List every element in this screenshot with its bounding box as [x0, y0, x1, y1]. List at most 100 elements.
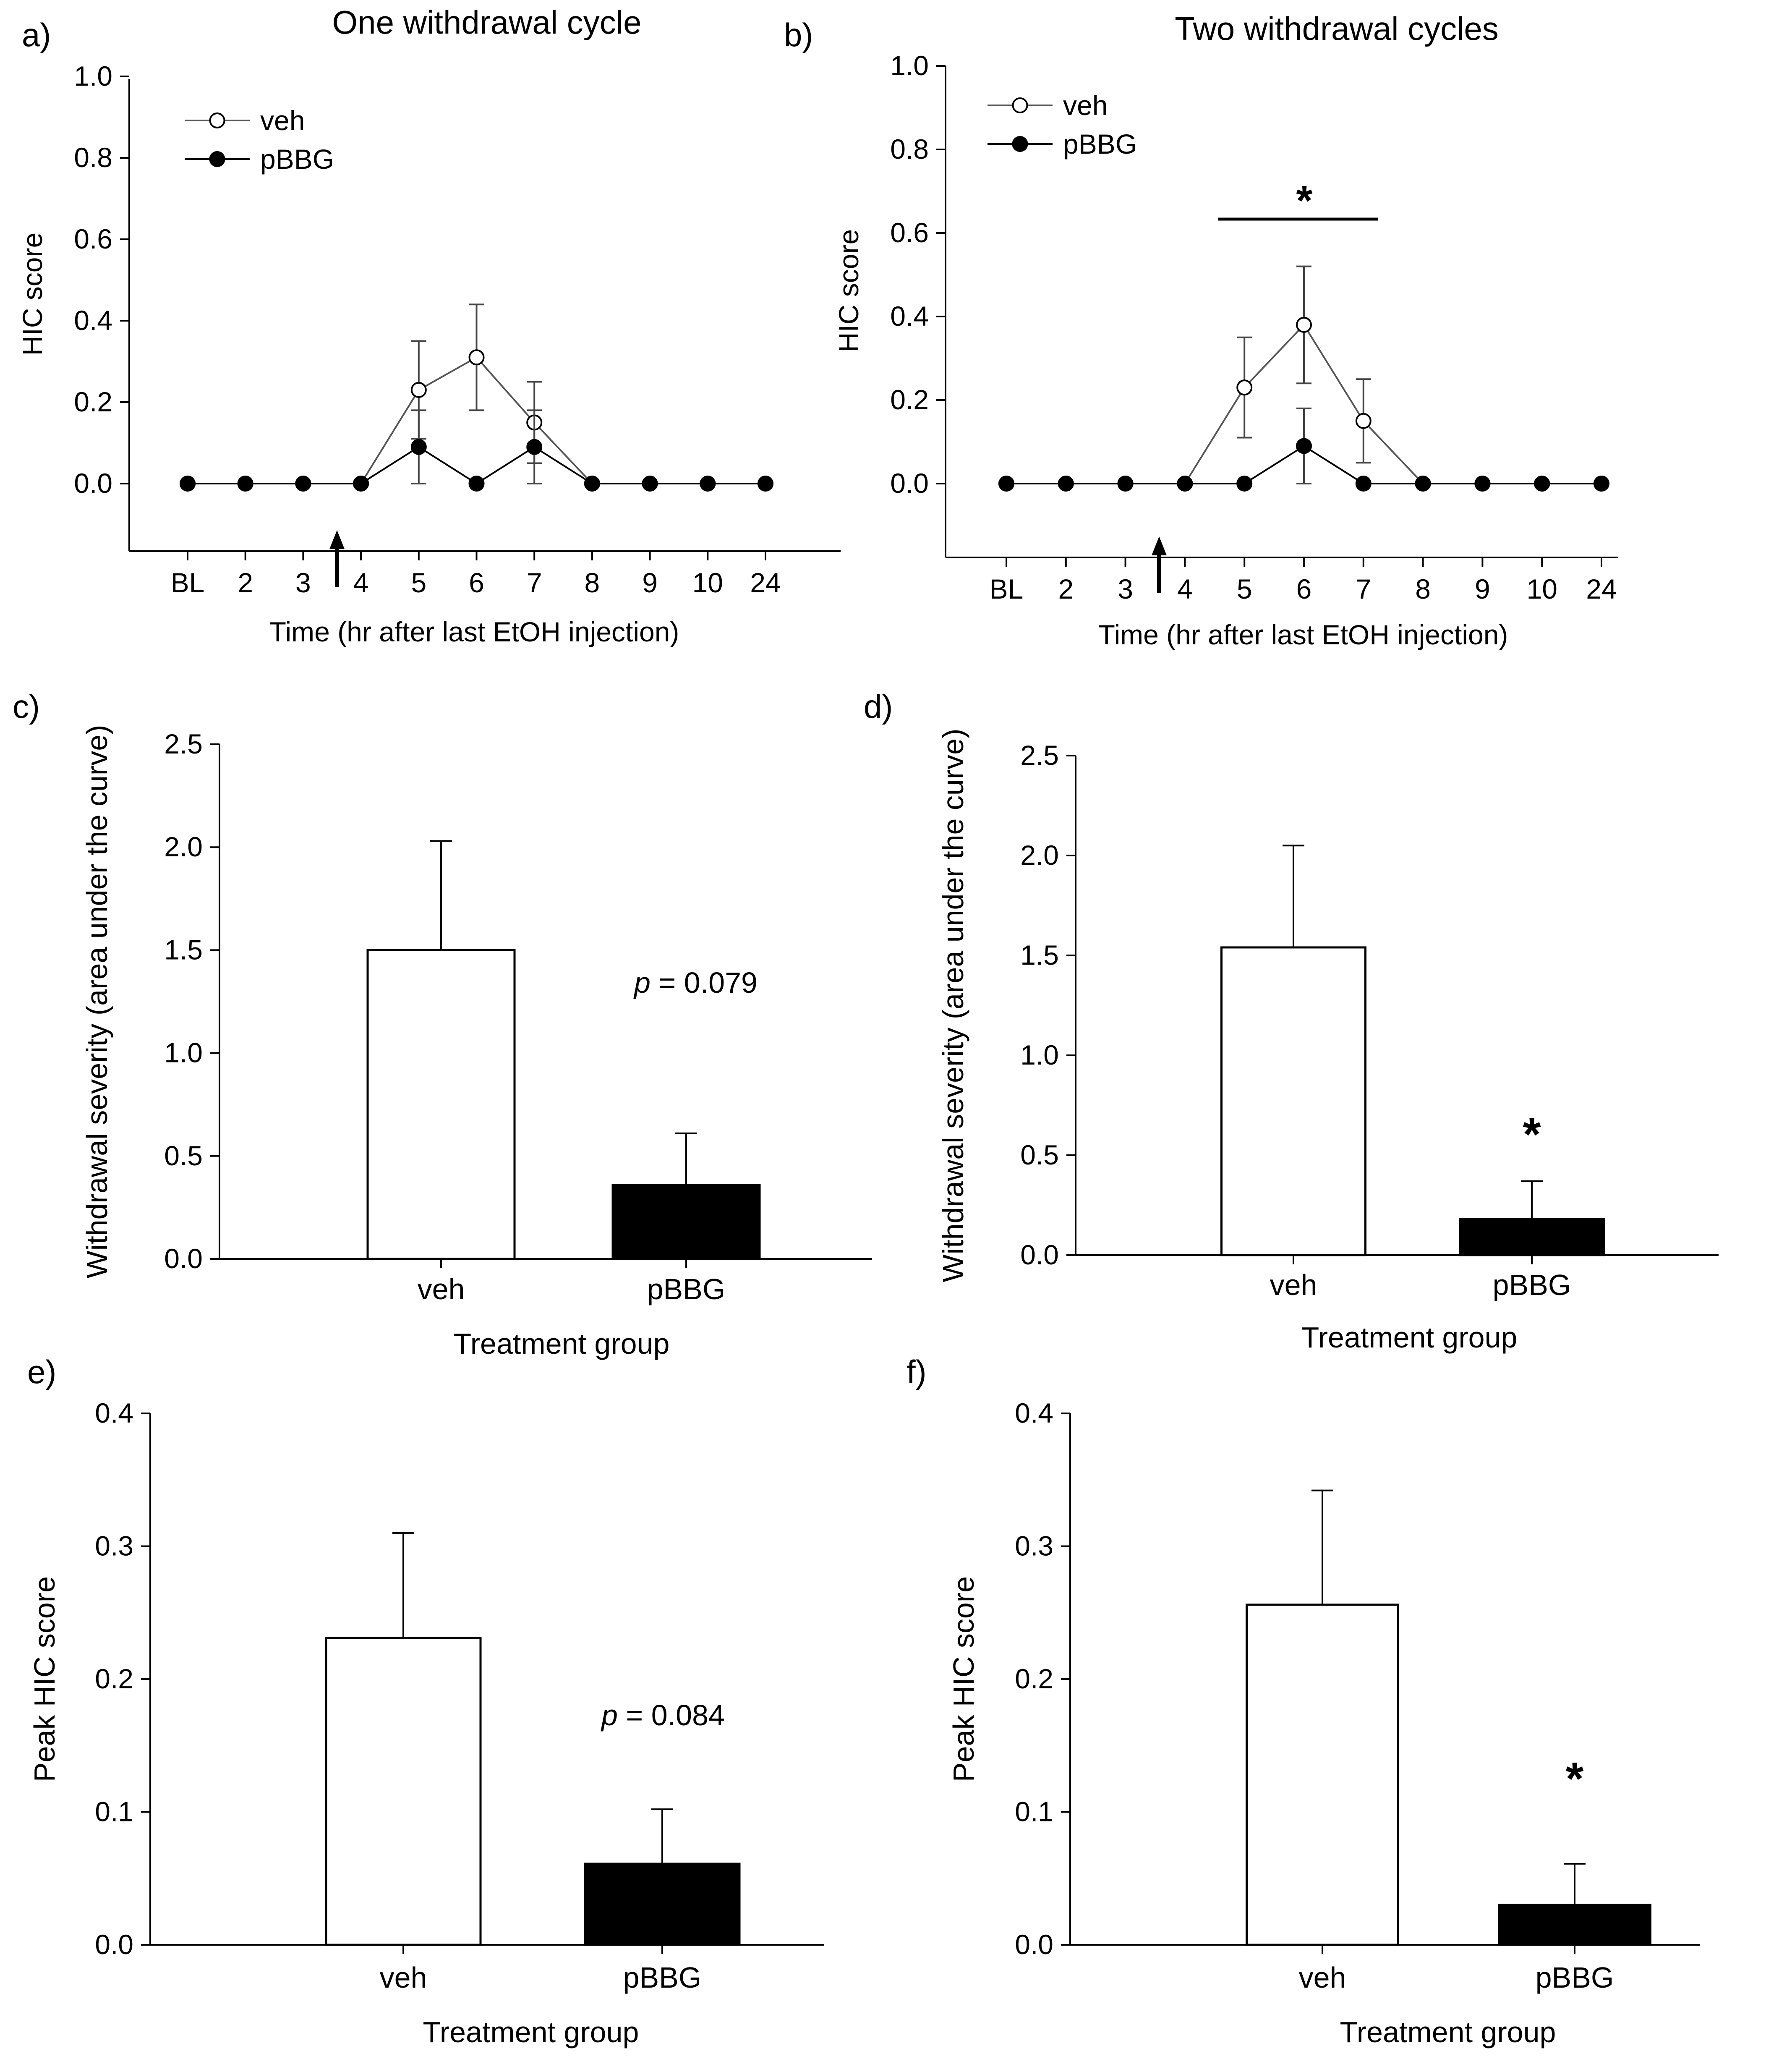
panel-title: Two withdrawal cycles [1175, 10, 1499, 47]
data-point-pBBG [998, 476, 1014, 492]
x-tick-label: 6 [469, 567, 484, 598]
y-tick-label: 0.2 [74, 386, 112, 417]
panel-b: b) Two withdrawal cycles 0.0 0.2 0.4 0.6 0.8 1.… [784, 10, 1618, 650]
y-axis-label: Withdrawal severity (area under the curv… [81, 725, 113, 1279]
data-point-pBBG [1058, 476, 1074, 492]
x-tick-label: 8 [1415, 573, 1431, 604]
x-tick-label: 4 [1177, 573, 1193, 604]
data-point-pBBG [700, 476, 716, 492]
data-point-pBBG [1474, 476, 1491, 492]
y-tick-label: 2.5 [1020, 740, 1059, 771]
x-axis-label: Treatment group [1340, 2016, 1556, 2048]
y-tick-label: 1.0 [890, 50, 929, 81]
significance-star: * [1566, 1753, 1584, 1805]
significance-star: * [1523, 1109, 1541, 1160]
data-point-pBBG [1415, 476, 1431, 492]
x-axis-label: Time (hr after last EtOH injection) [1098, 619, 1508, 650]
x-tick-label: 10 [1526, 573, 1557, 604]
data-point-veh [1236, 379, 1253, 396]
x-tick-label: veh [380, 1961, 427, 1994]
y-tick-label: 0.0 [95, 1929, 133, 1960]
x-tick-label: 3 [1118, 573, 1133, 604]
y-tick-label: 0.5 [1020, 1139, 1059, 1170]
y-tick-label: 1.5 [1020, 939, 1059, 971]
panel-d: d) 0.0 0.5 1.0 1.5 2.0 2.5 veh pBBG Treatment gro… [864, 688, 1719, 1354]
x-tick-label: 2 [238, 567, 253, 598]
x-axis-label: Treatment group [454, 1327, 670, 1360]
data-point-pBBG [237, 476, 253, 492]
y-tick-label: 0.2 [890, 384, 929, 415]
significance-star: * [1296, 177, 1313, 224]
x-tick-label: 10 [692, 567, 723, 598]
legend-marker [1012, 136, 1028, 152]
x-tick-label: veh [418, 1273, 465, 1305]
y-tick-label: 0.4 [74, 305, 112, 336]
legend-label: veh [260, 105, 305, 136]
panel-e: e) 0.0 0.1 0.2 0.3 0.4 veh pBBG Treatment group P… [27, 1353, 824, 2048]
data-point-veh [1355, 413, 1372, 429]
x-tick-label: 5 [1237, 573, 1252, 604]
x-tick-label: pBBG [1536, 1961, 1614, 1994]
data-point-pBBG [1296, 438, 1312, 454]
panel-a: a) One withdrawal cycle 0.0 0.2 0.4 0.6 0.8 1.0… [17, 4, 841, 647]
panel-f: f) 0.0 0.1 0.2 0.3 0.4 veh pBBG Treatment group P… [907, 1353, 1700, 2048]
arrow-icon [1152, 536, 1167, 555]
y-tick-label: 2.5 [164, 728, 203, 759]
data-point-pBBG [410, 439, 427, 455]
y-tick-label: 0.8 [890, 133, 929, 165]
x-axis-label: Time (hr after last EtOH injection) [269, 616, 679, 647]
y-tick-label: 0.4 [890, 301, 929, 332]
p-value-annotation: p = 0.079 [633, 966, 758, 999]
x-tick-label: BL [990, 573, 1024, 604]
y-axis-label: HIC score [17, 233, 48, 356]
legend-label: pBBG [260, 144, 334, 175]
y-axis-label: Peak HIC score [28, 1576, 61, 1782]
x-tick-label: pBBG [623, 1961, 702, 1994]
panel-label: f) [907, 1353, 927, 1390]
x-tick-label: pBBG [647, 1273, 726, 1305]
data-point-pBBG [1177, 476, 1193, 492]
x-tick-label: 7 [527, 567, 542, 598]
x-tick-label: 24 [750, 567, 781, 598]
x-tick-label: veh [1299, 1961, 1346, 1994]
bar-veh [1220, 946, 1366, 1256]
x-axis-label: Treatment group [1301, 1321, 1518, 1354]
data-point-pBBG [1117, 476, 1134, 492]
x-tick-label: 8 [585, 567, 600, 598]
y-tick-label: 0.3 [1015, 1530, 1053, 1562]
y-tick-label: 1.0 [1020, 1039, 1059, 1070]
bar-veh [1246, 1604, 1399, 1946]
y-tick-label: 0.0 [890, 468, 929, 499]
data-point-veh [1296, 317, 1312, 333]
x-tick-label: 4 [353, 567, 369, 598]
legend-label: pBBG [1063, 128, 1137, 160]
data-point-pBBG [1236, 476, 1253, 492]
p-symbol: p [633, 966, 650, 999]
p-value-annotation: p = 0.084 [601, 1699, 725, 1732]
y-tick-label: 0.0 [164, 1243, 203, 1274]
y-tick-label: 0.1 [1015, 1796, 1053, 1827]
panel-label: a) [22, 16, 51, 53]
y-tick-label: 1.5 [164, 934, 203, 965]
y-axis-label: Peak HIC score [947, 1576, 980, 1782]
x-tick-label: 9 [642, 567, 658, 598]
x-tick-label: 2 [1058, 573, 1074, 604]
y-tick-label: 0.0 [1020, 1239, 1059, 1270]
legend-label: veh [1063, 90, 1108, 121]
y-tick-label: 0.0 [1015, 1929, 1053, 1960]
y-tick-label: 0.0 [74, 468, 112, 499]
data-point-pBBG [758, 476, 773, 492]
legend-marker [209, 112, 225, 128]
y-tick-label: 0.5 [164, 1140, 203, 1171]
p-symbol: p [601, 1699, 618, 1732]
x-tick-label: 24 [1586, 573, 1617, 604]
x-tick-label: 6 [1296, 573, 1312, 604]
x-tick-label: 3 [295, 567, 311, 598]
bar-veh [325, 1637, 482, 1946]
x-tick-label: 9 [1475, 573, 1490, 604]
y-tick-label: 0.3 [95, 1530, 133, 1562]
y-tick-label: 0.2 [95, 1663, 133, 1694]
y-tick-label: 0.2 [1015, 1663, 1053, 1694]
panel-label: b) [784, 16, 813, 53]
